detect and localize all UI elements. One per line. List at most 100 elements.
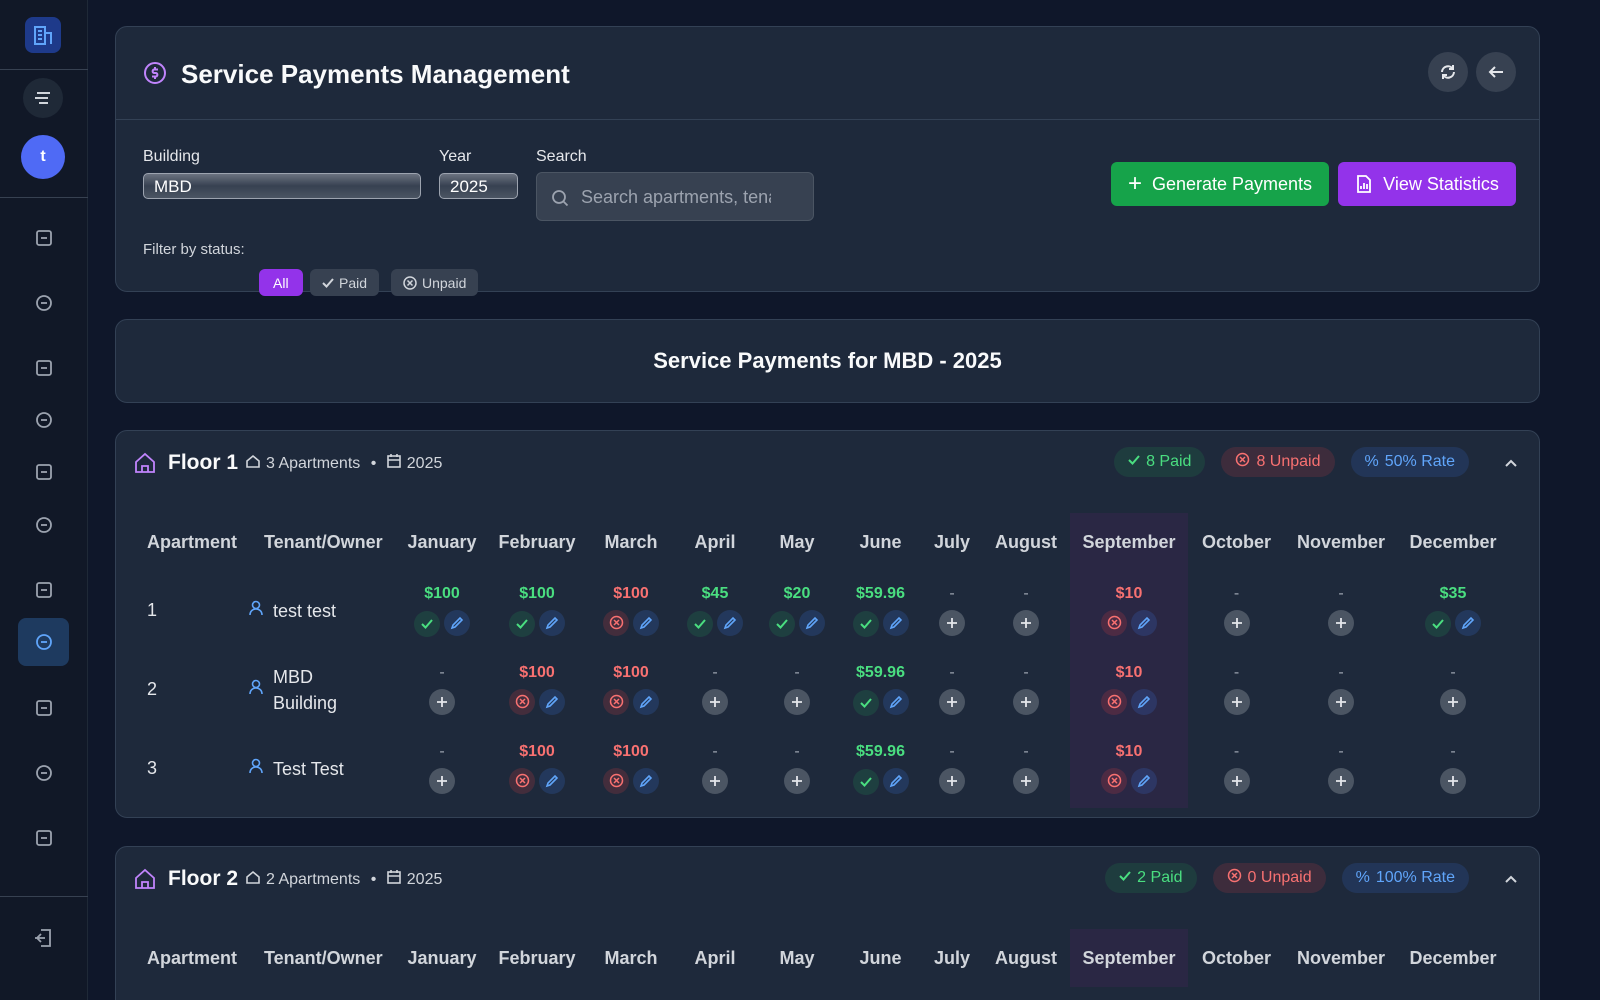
search-placeholder: Search apartments, tenants...: [581, 187, 771, 207]
payment-cell: -: [922, 571, 982, 650]
add-button[interactable]: [784, 768, 810, 794]
add-button[interactable]: [784, 689, 810, 715]
add-button[interactable]: [939, 610, 965, 636]
nav-icon[interactable]: [34, 828, 54, 848]
nav-icon[interactable]: [34, 228, 54, 248]
edit-button[interactable]: [717, 609, 743, 636]
add-button[interactable]: [1328, 610, 1354, 636]
add-button[interactable]: [1223, 689, 1250, 715]
payment-cell: -: [1397, 650, 1509, 729]
unpaid-button[interactable]: [1101, 767, 1127, 794]
refresh-button[interactable]: [1428, 52, 1468, 92]
nav-icon[interactable]: [34, 515, 54, 535]
generate-button[interactable]: + Generate Payments: [1111, 162, 1329, 206]
nav-icon[interactable]: [34, 462, 54, 482]
unpaid-button[interactable]: [603, 688, 629, 715]
add-button[interactable]: [1223, 610, 1250, 636]
paid-pill: 2 Paid: [1105, 863, 1197, 893]
edit-button[interactable]: [539, 768, 565, 795]
edit-button[interactable]: [1131, 610, 1157, 637]
add-button[interactable]: [1440, 768, 1466, 794]
amount: -: [949, 585, 955, 602]
edit-button[interactable]: [1131, 768, 1157, 795]
tenant: Test Test: [249, 729, 397, 808]
amount: -: [439, 664, 445, 681]
filter-unpaid[interactable]: Unpaid: [391, 269, 479, 296]
payments-table: Apartment Tenant/Owner January February Marc…: [132, 929, 1509, 987]
nav-icon[interactable]: [34, 293, 54, 313]
unpaid-count: 8 Unpaid: [1256, 453, 1321, 470]
logo[interactable]: [25, 17, 61, 53]
collapse-button[interactable]: [1503, 455, 1519, 476]
paid-button[interactable]: [509, 610, 535, 637]
paid-button[interactable]: [687, 610, 713, 637]
add-button[interactable]: [1013, 610, 1039, 636]
payment-cell: -: [1285, 571, 1397, 650]
nav-icon[interactable]: [34, 698, 54, 718]
edit-button[interactable]: [633, 768, 659, 795]
edit-button[interactable]: [799, 609, 825, 636]
column-header: June: [859, 947, 902, 968]
edit-button[interactable]: [539, 689, 565, 716]
add-button[interactable]: [939, 768, 965, 794]
back-button[interactable]: [1476, 52, 1516, 92]
unpaid-button[interactable]: [1101, 609, 1127, 636]
paid-button[interactable]: [769, 610, 795, 637]
add-button[interactable]: [702, 768, 728, 794]
paid-button[interactable]: [1425, 610, 1451, 637]
edit-button[interactable]: [633, 689, 659, 716]
cell-actions: [588, 765, 674, 795]
edit-button[interactable]: [1455, 609, 1481, 636]
edit-button[interactable]: [882, 688, 909, 715]
cell-actions: [983, 686, 1069, 715]
divider: [0, 69, 88, 70]
paid-button[interactable]: [852, 689, 879, 716]
collapse-button[interactable]: [1503, 871, 1519, 892]
unpaid-button[interactable]: [603, 767, 629, 794]
statistics-button[interactable]: View Statistics: [1338, 162, 1516, 206]
nav-icon[interactable]: [34, 410, 54, 430]
add-button[interactable]: [1440, 689, 1466, 715]
nav-icon[interactable]: [34, 580, 54, 600]
building-select[interactable]: MBD: [143, 173, 421, 199]
edit-button[interactable]: [444, 609, 470, 636]
paid-button[interactable]: [852, 768, 879, 795]
search-input[interactable]: Search apartments, tenants...: [536, 172, 814, 221]
nav-icon[interactable]: [34, 763, 54, 783]
unpaid-button[interactable]: [509, 688, 535, 715]
edit-button[interactable]: [539, 609, 565, 636]
icon: %: [1364, 453, 1379, 470]
year-select[interactable]: 2025: [439, 173, 518, 199]
add-button[interactable]: [1328, 689, 1354, 715]
add-button[interactable]: [1013, 689, 1039, 715]
add-button[interactable]: [429, 689, 455, 715]
add-button[interactable]: [939, 689, 965, 715]
paid-button[interactable]: [414, 610, 440, 637]
add-button[interactable]: [1328, 768, 1354, 794]
tenant: test test: [249, 571, 397, 650]
unpaid-button[interactable]: [509, 767, 535, 794]
cell-actions: [756, 607, 838, 637]
filter-all[interactable]: All: [259, 269, 303, 296]
unpaid-button[interactable]: [603, 609, 629, 636]
paid-button[interactable]: [852, 610, 879, 637]
payment-cell: -: [982, 571, 1070, 650]
logout-icon[interactable]: [33, 928, 53, 948]
add-button[interactable]: [1223, 768, 1250, 794]
add-button[interactable]: [429, 768, 455, 794]
add-button[interactable]: [1013, 768, 1039, 794]
amount: $20: [783, 584, 811, 602]
filter-paid[interactable]: Paid: [310, 269, 380, 296]
add-button[interactable]: [702, 689, 728, 715]
menu-toggle[interactable]: [23, 78, 63, 118]
nav-icon[interactable]: [34, 632, 54, 652]
nav-icon[interactable]: [34, 358, 54, 378]
unpaid-button[interactable]: [1101, 688, 1127, 715]
edit-button[interactable]: [633, 610, 659, 637]
edit-button[interactable]: [882, 609, 909, 636]
page-title: Service Payments Management: [181, 59, 570, 89]
edit-button[interactable]: [1131, 689, 1157, 716]
avatar[interactable]: t: [21, 135, 65, 179]
edit-button[interactable]: [882, 767, 909, 794]
payment-cell: $100: [587, 571, 675, 650]
